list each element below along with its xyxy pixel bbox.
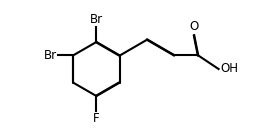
Text: O: O [190,20,199,33]
Text: F: F [93,112,100,125]
Text: Br: Br [44,49,57,62]
Text: OH: OH [221,63,239,75]
Text: Br: Br [90,13,103,26]
